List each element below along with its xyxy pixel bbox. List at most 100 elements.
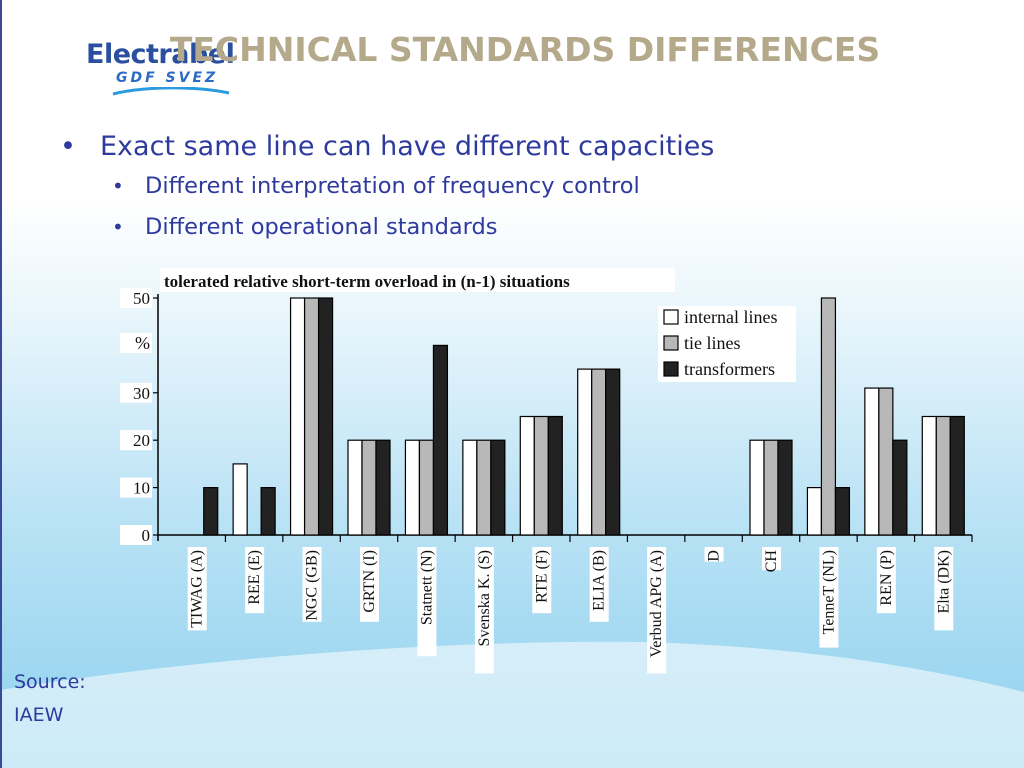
x-tick-label: REN (P)	[878, 550, 895, 606]
x-tick-label-group: REN (P)	[876, 547, 896, 614]
x-tick-label-group: GRTN (I)	[360, 547, 379, 622]
bar	[878, 387, 894, 536]
bar	[806, 487, 823, 536]
x-tick-label-group: RTE (F)	[532, 547, 552, 614]
logo-swoosh-icon	[112, 87, 230, 96]
bar	[260, 487, 276, 536]
bar	[289, 297, 306, 536]
x-tick-label-backdrop	[245, 547, 265, 614]
y-tick-label: 30	[133, 384, 150, 403]
bar	[232, 463, 248, 536]
bar	[820, 297, 837, 536]
x-tick-label-backdrop	[417, 547, 437, 657]
legend-backdrop	[658, 306, 796, 382]
bar	[347, 439, 363, 536]
source-note: Source: IAEW	[14, 666, 86, 732]
bar	[361, 439, 377, 536]
x-tick-label-group: Elta (DK)	[934, 547, 954, 631]
x-tick-label-group: CH	[762, 547, 781, 572]
x-tick-label-group: Svenska K. (S)	[474, 547, 494, 674]
bar	[547, 415, 563, 536]
x-tick-label: Verbud APG (A)	[648, 550, 665, 658]
x-tick-label: REE (E)	[246, 550, 263, 605]
x-tick-label-backdrop	[589, 547, 609, 622]
bar	[317, 297, 334, 536]
bullet-list: Exact same line can have different capac…	[60, 128, 714, 248]
bar	[462, 439, 478, 536]
x-tick-label-group: D	[704, 547, 724, 562]
x-tick-label: RTE (F)	[533, 550, 550, 603]
slide-title: TECHNICAL STANDARDS DIFFERENCES	[169, 30, 881, 69]
y-tick-label: 0	[142, 526, 151, 545]
bar	[303, 297, 320, 536]
bar	[577, 368, 593, 536]
y-tick-label: 10	[133, 479, 150, 498]
x-tick-label: D	[706, 550, 723, 562]
y-axis-label: %	[135, 333, 150, 353]
x-tick-label-group: REE (E)	[245, 547, 265, 614]
y-axis: 0 10 20 30 50%	[120, 288, 972, 545]
bar	[777, 439, 793, 536]
bar	[490, 439, 506, 536]
x-tick-label: Svenska K. (S)	[476, 550, 493, 646]
source-label: Source:	[14, 671, 86, 693]
bar	[533, 415, 549, 536]
x-tick-label-group: ELIA (B)	[589, 547, 609, 622]
company-logo: Electrabel GDF SVEZ	[86, 39, 235, 97]
x-tick-label-backdrop	[647, 547, 667, 674]
legend: internal lines tie lines transformers	[658, 306, 796, 382]
y-unit-backdrop	[120, 333, 152, 354]
x-tick-label-backdrop	[474, 547, 494, 674]
bar	[749, 439, 765, 536]
x-tick-label-backdrop	[532, 547, 552, 614]
y-tick-label: 20	[133, 431, 150, 450]
x-tick-label: TenneT (NL)	[820, 550, 837, 634]
y-tick-label: 50	[133, 289, 150, 308]
bar	[763, 439, 779, 536]
bar	[949, 415, 965, 536]
legend-swatch	[663, 309, 679, 325]
bar	[432, 344, 449, 536]
bar	[203, 487, 219, 536]
x-tick-label-group: NGC (GB)	[302, 547, 322, 622]
x-tick-label-backdrop	[704, 547, 724, 562]
legend-swatch	[663, 361, 679, 377]
bars	[203, 297, 965, 536]
x-axis-labels: TIWAG (A) REE (E) NGC (GB) GRTN (I) Statnett…	[187, 535, 973, 674]
left-border	[0, 0, 2, 768]
logo-wordmark: Electrabel	[86, 39, 235, 70]
bar	[605, 368, 621, 536]
x-tick-label-group: TenneT (NL)	[819, 547, 839, 648]
bar	[591, 368, 607, 536]
bullet-main: Exact same line can have different capac…	[60, 128, 714, 166]
x-tick-label-backdrop	[762, 547, 781, 571]
bar	[418, 439, 435, 536]
bar	[476, 439, 492, 536]
y-tick-label-backdrop	[120, 288, 152, 308]
bar	[864, 387, 880, 536]
source-value: IAEW	[14, 704, 64, 726]
legend-entry: tie lines	[684, 333, 741, 353]
x-tick-label-backdrop	[819, 547, 839, 648]
chart-title-backdrop	[160, 268, 675, 292]
bullet-sub-2: Different operational standards	[60, 207, 714, 248]
bar	[404, 439, 421, 536]
x-tick-label: NGC (GB)	[304, 550, 321, 621]
x-tick-label-backdrop	[876, 547, 896, 614]
x-tick-label: TIWAG (A)	[189, 550, 206, 628]
legend-swatch	[663, 335, 679, 351]
x-tick-label-backdrop	[302, 547, 322, 622]
y-tick-label-backdrop	[120, 382, 152, 403]
x-tick-label-backdrop	[934, 547, 954, 631]
bar	[375, 439, 391, 536]
x-tick-label-backdrop	[360, 547, 379, 622]
legend-entry: transformers	[684, 359, 775, 379]
bar	[834, 487, 851, 536]
bar	[921, 415, 937, 536]
legend-entry: internal lines	[684, 307, 777, 327]
y-tick-label-backdrop	[120, 477, 152, 498]
bullet-sub-1: Different interpretation of frequency co…	[60, 166, 714, 207]
x-tick-label-group: Statnett (N)	[417, 547, 437, 657]
